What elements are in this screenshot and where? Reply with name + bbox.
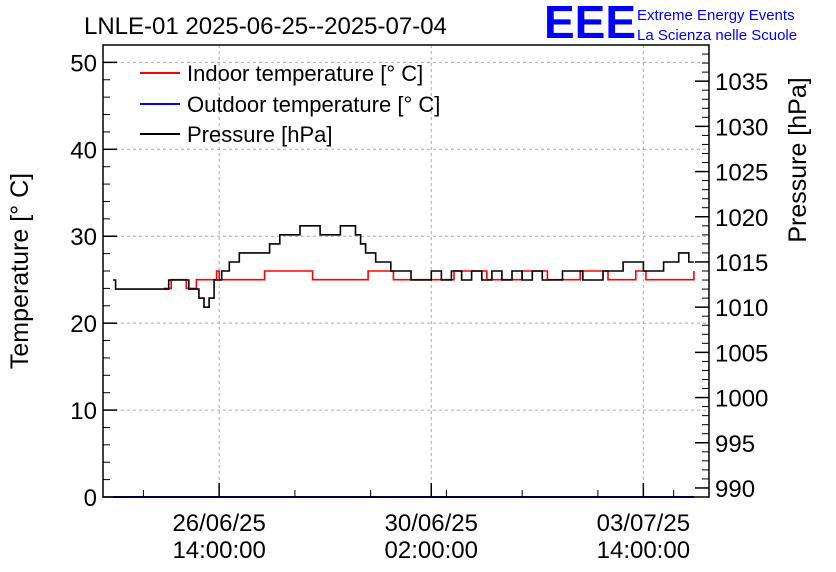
legend-label-pressure: Pressure [hPa]: [187, 122, 333, 147]
right-tick-label: 990: [715, 476, 755, 503]
right-tick-label: 1020: [715, 205, 768, 232]
x-tick-label-date: 30/06/25: [385, 510, 478, 537]
grid-lines: [103, 45, 709, 497]
left-tick-label: 50: [70, 50, 97, 77]
left-tick-label: 10: [70, 398, 97, 425]
right-tick-label: 1010: [715, 295, 768, 322]
left-axis-label: Temperature [° C]: [6, 173, 34, 369]
x-tick-label-time: 14:00:00: [172, 537, 265, 564]
x-tick-label-time: 14:00:00: [597, 537, 690, 564]
left-tick-label: 0: [84, 485, 97, 512]
axes: 0102030405099099510001005101010151020102…: [70, 44, 768, 564]
left-tick-label: 20: [70, 311, 97, 338]
right-tick-label: 995: [715, 431, 755, 458]
left-tick-label: 30: [70, 224, 97, 251]
logo-mark: EEE: [544, 0, 636, 48]
right-tick-label: 1000: [715, 386, 768, 413]
right-tick-label: 1030: [715, 114, 768, 141]
right-tick-label: 1035: [715, 69, 768, 96]
x-tick-label-time: 02:00:00: [385, 537, 478, 564]
chart-title: LNLE-01 2025-06-25--2025-07-04: [84, 13, 447, 40]
right-axis-label: Pressure [hPa]: [784, 77, 812, 242]
right-tick-label: 1015: [715, 250, 768, 277]
left-tick-label: 40: [70, 137, 97, 164]
legend: Indoor temperature [° C] Outdoor tempera…: [140, 61, 440, 147]
x-tick-label-date: 03/07/25: [597, 510, 690, 537]
eee-logo: EEE Extreme Energy Events La Scienza nel…: [544, 0, 797, 48]
logo-line1: Extreme Energy Events: [637, 7, 795, 24]
series-line-pressure: [113, 225, 694, 308]
x-tick-label-date: 26/06/25: [172, 510, 265, 537]
legend-label-outdoor: Outdoor temperature [° C]: [187, 92, 440, 117]
right-tick-label: 1005: [715, 340, 768, 367]
legend-label-indoor: Indoor temperature [° C]: [187, 61, 423, 86]
right-tick-label: 1025: [715, 160, 768, 187]
logo-line2: La Scienza nelle Scuole: [637, 27, 797, 44]
